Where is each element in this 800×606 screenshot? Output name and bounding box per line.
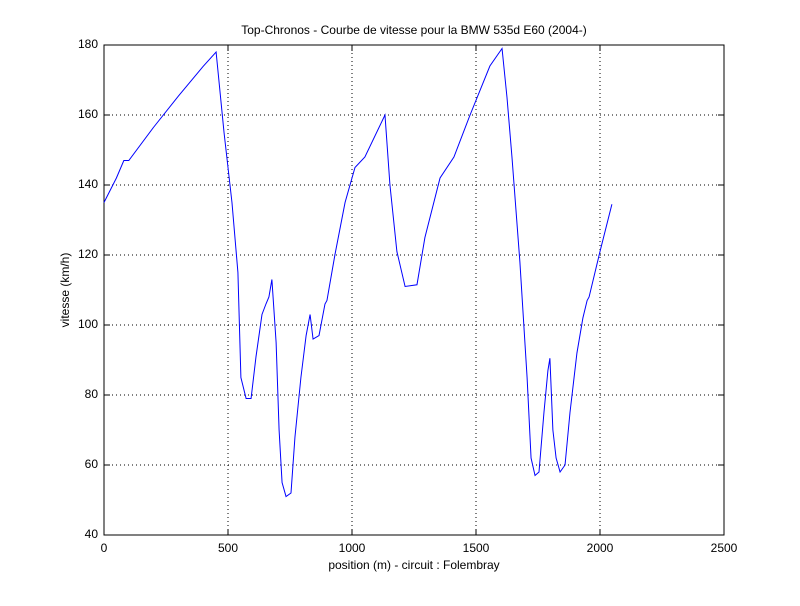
y-axis-label: vitesse (km/h) [58, 253, 72, 328]
y-tick-label: 40 [85, 527, 99, 541]
plot-frame [103, 44, 725, 536]
x-axis-label: position (m) - circuit : Folembray [328, 558, 499, 572]
chart-title: Top-Chronos - Courbe de vitesse pour la … [241, 23, 587, 37]
y-tick-label: 160 [78, 107, 98, 121]
y-tick-label: 100 [78, 317, 98, 331]
x-tick-label: 500 [218, 541, 238, 555]
y-tick-label: 80 [85, 387, 99, 401]
y-tick-label: 60 [85, 457, 99, 471]
x-tick-label: 2000 [587, 541, 614, 555]
x-tick-label: 2500 [711, 541, 738, 555]
speed-line [103, 47, 613, 498]
x-tick-label: 0 [101, 541, 108, 555]
x-tick-label: 1000 [339, 541, 366, 555]
y-tick-label: 120 [78, 247, 98, 261]
x-tick-label: 1500 [463, 541, 490, 555]
y-tick-label: 180 [78, 37, 98, 51]
y-tick-label: 140 [78, 177, 98, 191]
